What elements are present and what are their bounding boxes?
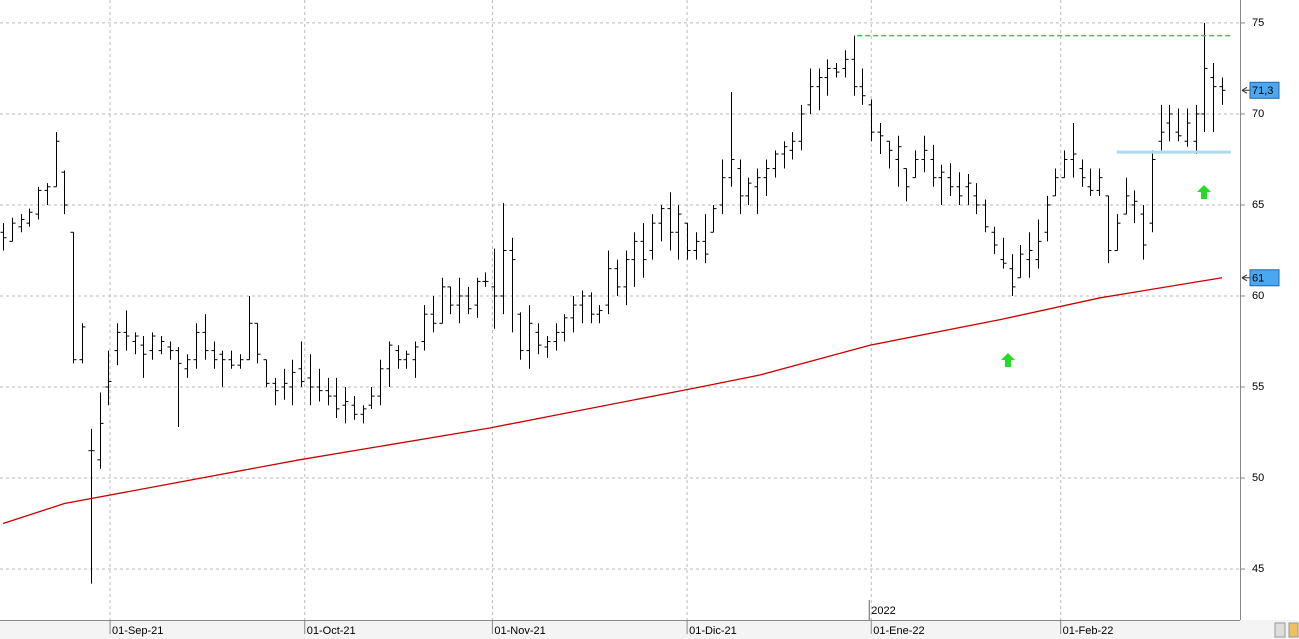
y-tick-label: 65 — [1252, 199, 1264, 211]
scroll-button[interactable] — [1288, 622, 1299, 638]
x-tick-label: 01-Sep-21 — [112, 625, 163, 637]
y-tick-label: 60 — [1252, 290, 1264, 302]
x-tick-label: 01-Nov-21 — [494, 625, 545, 637]
x-tick-label: 01-Feb-22 — [1063, 625, 1114, 637]
price-label: 71,3 — [1252, 85, 1273, 97]
y-tick-label: 50 — [1252, 472, 1264, 484]
scroll-button[interactable] — [1274, 622, 1286, 638]
price-box — [1249, 269, 1280, 287]
y-tick-label: 75 — [1252, 17, 1264, 29]
y-tick-label: 70 — [1252, 108, 1264, 120]
x-tick-label: 01-Ene-22 — [873, 625, 924, 637]
up-arrow — [1001, 353, 1015, 367]
y-tick-label: 55 — [1252, 381, 1264, 393]
price-box — [1249, 81, 1280, 99]
year-label: 2022 — [871, 605, 895, 617]
x-axis-strip — [0, 620, 1299, 639]
x-tick-label: 01-Oct-21 — [307, 625, 356, 637]
y-tick-label: 45 — [1252, 563, 1264, 575]
price-pointer — [1241, 86, 1250, 94]
price-pointer — [1241, 274, 1250, 282]
x-tick-label: 01-Dic-21 — [689, 625, 737, 637]
price-label: 61 — [1252, 273, 1264, 285]
moving-average — [2, 277, 1223, 525]
up-arrow — [1197, 185, 1211, 199]
